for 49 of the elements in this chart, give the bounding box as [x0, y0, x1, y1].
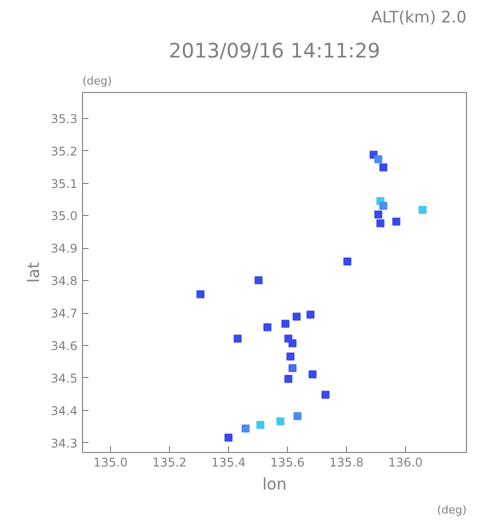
- x-tick-label: 135.4: [211, 456, 246, 470]
- y-tick-label: 35.3: [50, 112, 78, 126]
- text: (deg): [82, 74, 112, 88]
- point: [322, 390, 330, 399]
- point: [343, 257, 352, 266]
- point: [288, 364, 296, 372]
- point: [294, 412, 302, 420]
- point: [292, 312, 301, 321]
- y-tick-label: 34.3: [50, 436, 78, 450]
- point: [288, 339, 296, 348]
- point: [308, 370, 317, 378]
- y-tick-label: 34.8: [50, 274, 78, 288]
- x-tick-label: 135.2: [152, 456, 187, 470]
- y-tick-label: 34.5: [50, 371, 78, 386]
- point: [306, 310, 314, 319]
- chart-title: 2013/09/16 14:11:29: [168, 38, 380, 62]
- point: [256, 420, 264, 429]
- y-tick-label: 34.7: [50, 306, 78, 321]
- point: [286, 352, 294, 360]
- text: (deg): [437, 504, 467, 516]
- point: [418, 206, 427, 214]
- y-tick-label: 35.0: [50, 209, 78, 224]
- point: [224, 434, 232, 442]
- y-tick-label: 34.9: [50, 242, 78, 256]
- point: [374, 210, 382, 218]
- point: [263, 323, 272, 332]
- y-tick-label: 34.6: [50, 338, 78, 353]
- point: [392, 218, 400, 226]
- y-tick-label: 35.2: [50, 144, 78, 158]
- x-tick-label: 136.0: [388, 456, 423, 470]
- text: ALT(km) 2.0: [371, 8, 466, 26]
- point: [379, 163, 388, 172]
- point: [379, 202, 388, 210]
- point: [254, 276, 263, 284]
- x-tick-label: 135.6: [270, 456, 305, 470]
- point: [276, 417, 284, 426]
- x-axis-title: lon: [262, 474, 287, 494]
- x-tick-label: 135.0: [93, 456, 128, 470]
- point: [284, 374, 292, 383]
- y-tick-label: 34.4: [50, 404, 78, 418]
- point: [234, 334, 242, 343]
- x-tick-label: 135.8: [329, 456, 364, 470]
- y-axis-title: lat: [24, 262, 43, 283]
- point: [196, 290, 204, 298]
- point: [242, 424, 250, 432]
- point: [281, 320, 290, 328]
- point: [374, 155, 382, 164]
- y-tick-label: 35.1: [50, 176, 78, 191]
- point: [376, 219, 384, 228]
